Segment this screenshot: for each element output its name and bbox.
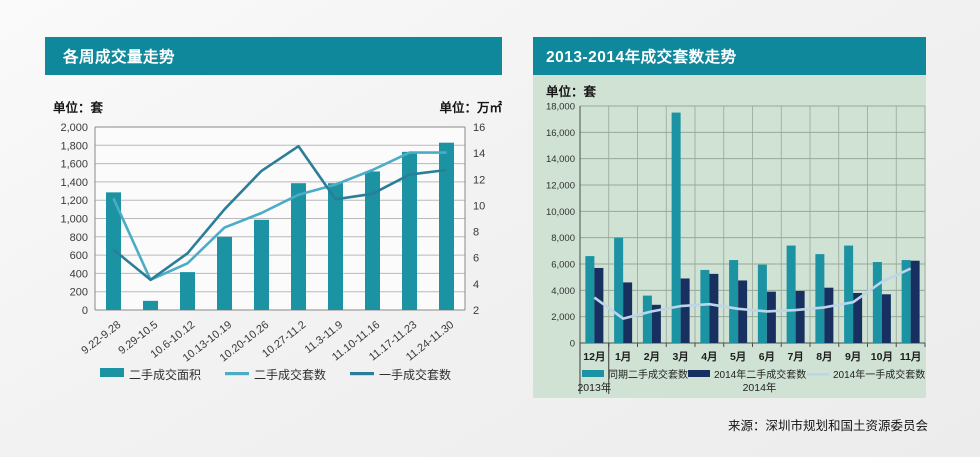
firsthand-units-line: [112, 144, 447, 282]
svg-text:800: 800: [70, 232, 88, 244]
yearly-legend: 同期二手成交套数 2014年二手成交套数 2014年一手成交套数: [582, 368, 925, 381]
svg-text:5月: 5月: [730, 351, 746, 363]
svg-text:12: 12: [473, 174, 485, 186]
weekly-volume-title: 各周成交量走势: [63, 49, 176, 66]
yearly-units-header: 2013-2014年成交套数走势: [533, 37, 926, 75]
svg-text:400: 400: [70, 268, 88, 280]
svg-text:16,000: 16,000: [546, 128, 575, 139]
svg-text:7月: 7月: [787, 351, 803, 363]
svg-text:1,800: 1,800: [60, 140, 88, 152]
weekly-volume-svg: 0 200 400 600 800 1,000 1,200 1,400 1,600 1,800 2,…: [60, 122, 485, 382]
svg-text:18,000: 18,000: [546, 102, 575, 113]
secondhand-area-bars: [106, 142, 454, 310]
firsthand-2014-line: [593, 267, 912, 320]
yearly-units-title: 2013-2014年成交套数走势: [546, 49, 737, 66]
svg-text:14: 14: [473, 148, 485, 160]
source-note: 来源：深圳市规划和国土资源委员会: [727, 419, 928, 433]
weekly-unit-left-label: 单位：套: [53, 101, 104, 115]
svg-text:11月: 11月: [900, 351, 922, 363]
weekly-volume-header: 各周成交量走势: [45, 37, 502, 75]
svg-text:二手成交套数: 二手成交套数: [254, 367, 326, 382]
svg-text:1月: 1月: [615, 351, 631, 363]
svg-text:6: 6: [473, 253, 479, 265]
svg-text:6,000: 6,000: [551, 260, 575, 271]
svg-text:2,000: 2,000: [551, 312, 575, 323]
svg-text:6月: 6月: [759, 351, 775, 363]
svg-text:9.22-9.28: 9.22-9.28: [79, 319, 123, 357]
svg-text:2,000: 2,000: [60, 122, 88, 134]
svg-text:2013年: 2013年: [577, 381, 611, 394]
svg-text:8: 8: [473, 227, 479, 239]
svg-text:2014年二手成交套数: 2014年二手成交套数: [714, 368, 806, 381]
weekly-volume-chart: 单位：套 单位：万㎡ 0 200 400 600 800 1,000 1,200 1,400 1…: [45, 95, 502, 395]
svg-text:2: 2: [473, 305, 479, 317]
svg-text:16: 16: [473, 122, 485, 134]
svg-text:同期二手成交套数: 同期二手成交套数: [608, 368, 688, 381]
svg-text:1,600: 1,600: [60, 159, 88, 171]
svg-text:4: 4: [473, 279, 479, 291]
svg-text:10: 10: [473, 200, 485, 212]
svg-text:12,000: 12,000: [546, 181, 575, 192]
yearly-unit-label: 单位：套: [546, 85, 597, 99]
svg-text:1,000: 1,000: [60, 214, 88, 226]
current-year-bars: [594, 260, 920, 343]
svg-text:二手成交面积: 二手成交面积: [129, 367, 201, 382]
yearly-units-svg: 0 2,000 4,000 6,000 8,000 10,000 12,000 14,000 1…: [546, 102, 926, 394]
svg-text:2014年一手成交套数: 2014年一手成交套数: [833, 368, 925, 381]
svg-text:0: 0: [82, 305, 88, 317]
svg-text:一手成交套数: 一手成交套数: [379, 367, 451, 382]
svg-text:8,000: 8,000: [551, 233, 575, 244]
svg-text:10月: 10月: [871, 351, 893, 363]
weekly-legend: 二手成交面积 二手成交套数 一手成交套数: [100, 367, 451, 382]
svg-text:2014年: 2014年: [743, 381, 777, 394]
svg-text:4月: 4月: [701, 351, 717, 363]
svg-text:600: 600: [70, 250, 88, 262]
svg-text:9月: 9月: [845, 351, 861, 363]
weekly-unit-right-label: 单位：万㎡: [439, 101, 502, 115]
svg-text:10,000: 10,000: [546, 207, 575, 218]
svg-text:3月: 3月: [672, 351, 688, 363]
secondhand-units-line: [112, 151, 447, 282]
svg-text:1,200: 1,200: [60, 195, 88, 207]
svg-text:8月: 8月: [816, 351, 832, 363]
svg-text:2月: 2月: [644, 351, 660, 363]
svg-text:200: 200: [70, 287, 88, 299]
svg-text:12月: 12月: [583, 351, 605, 363]
prior-year-bars: [585, 112, 911, 343]
svg-text:14,000: 14,000: [546, 154, 575, 165]
svg-text:0: 0: [570, 339, 575, 350]
svg-text:1,400: 1,400: [60, 177, 88, 189]
yearly-units-chart: 单位：套 0 2,000 4,000 6,000 8,000 10,000 12,000 14…: [533, 75, 926, 398]
weekly-gridlines: [94, 126, 466, 311]
svg-text:4,000: 4,000: [551, 286, 575, 297]
